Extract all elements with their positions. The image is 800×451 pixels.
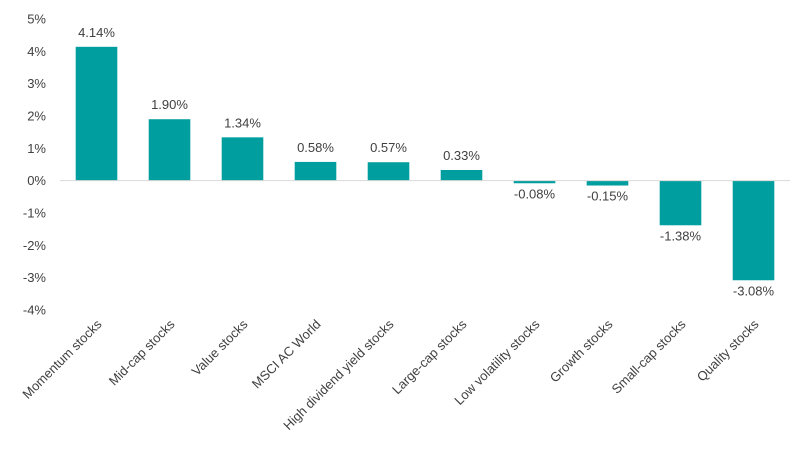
data-label: 0.58% (297, 140, 334, 155)
bar (659, 180, 702, 226)
data-label: 0.33% (443, 148, 480, 163)
y-tick-label: -1% (23, 206, 47, 221)
data-label: -0.08% (514, 186, 556, 201)
bar (75, 46, 118, 181)
data-label: -3.08% (733, 283, 775, 298)
y-tick-label: 3% (27, 76, 46, 91)
bar (732, 180, 775, 281)
y-axis-ticks: 5% 4% 3% 2% 1% 0% -1% -2% -3% -4% (23, 12, 47, 318)
y-tick-label: -4% (23, 303, 47, 318)
data-label: 1.90% (151, 97, 188, 112)
y-tick-label: 0% (27, 173, 46, 188)
bar (367, 162, 410, 181)
category-label: Growth stocks (547, 316, 616, 385)
y-tick-label: 1% (27, 141, 46, 156)
y-tick-label: 4% (27, 44, 46, 59)
data-label: 4.14% (78, 25, 115, 40)
y-tick-label: -3% (23, 270, 47, 285)
bar (148, 119, 191, 181)
data-label: -1.38% (660, 228, 702, 243)
bar (294, 161, 337, 181)
data-label: -0.15% (587, 189, 629, 204)
category-label: MSCI AC World (249, 317, 324, 392)
y-tick-label: 5% (27, 12, 46, 27)
bar (221, 137, 264, 181)
category-label: Value stocks (189, 316, 251, 378)
data-label: 0.57% (370, 140, 407, 155)
category-labels: Momentum stocks Mid-cap stocks Value stock… (19, 316, 762, 433)
category-label: Quality stocks (694, 316, 762, 384)
category-label: Mid-cap stocks (106, 316, 178, 388)
y-tick-label: 2% (27, 109, 46, 124)
category-label: Momentum stocks (19, 316, 105, 402)
category-label: Small-cap stocks (609, 316, 689, 396)
category-label: Large-cap stocks (389, 316, 470, 397)
bar (440, 169, 483, 181)
bar (586, 180, 629, 186)
data-labels: 4.14% 1.90% 1.34% 0.58% 0.57% 0.33% -0.08% -0.1… (78, 25, 774, 298)
bars (75, 46, 775, 281)
data-label: 1.34% (224, 115, 261, 130)
y-tick-label: -2% (23, 238, 47, 253)
bar (513, 180, 556, 184)
